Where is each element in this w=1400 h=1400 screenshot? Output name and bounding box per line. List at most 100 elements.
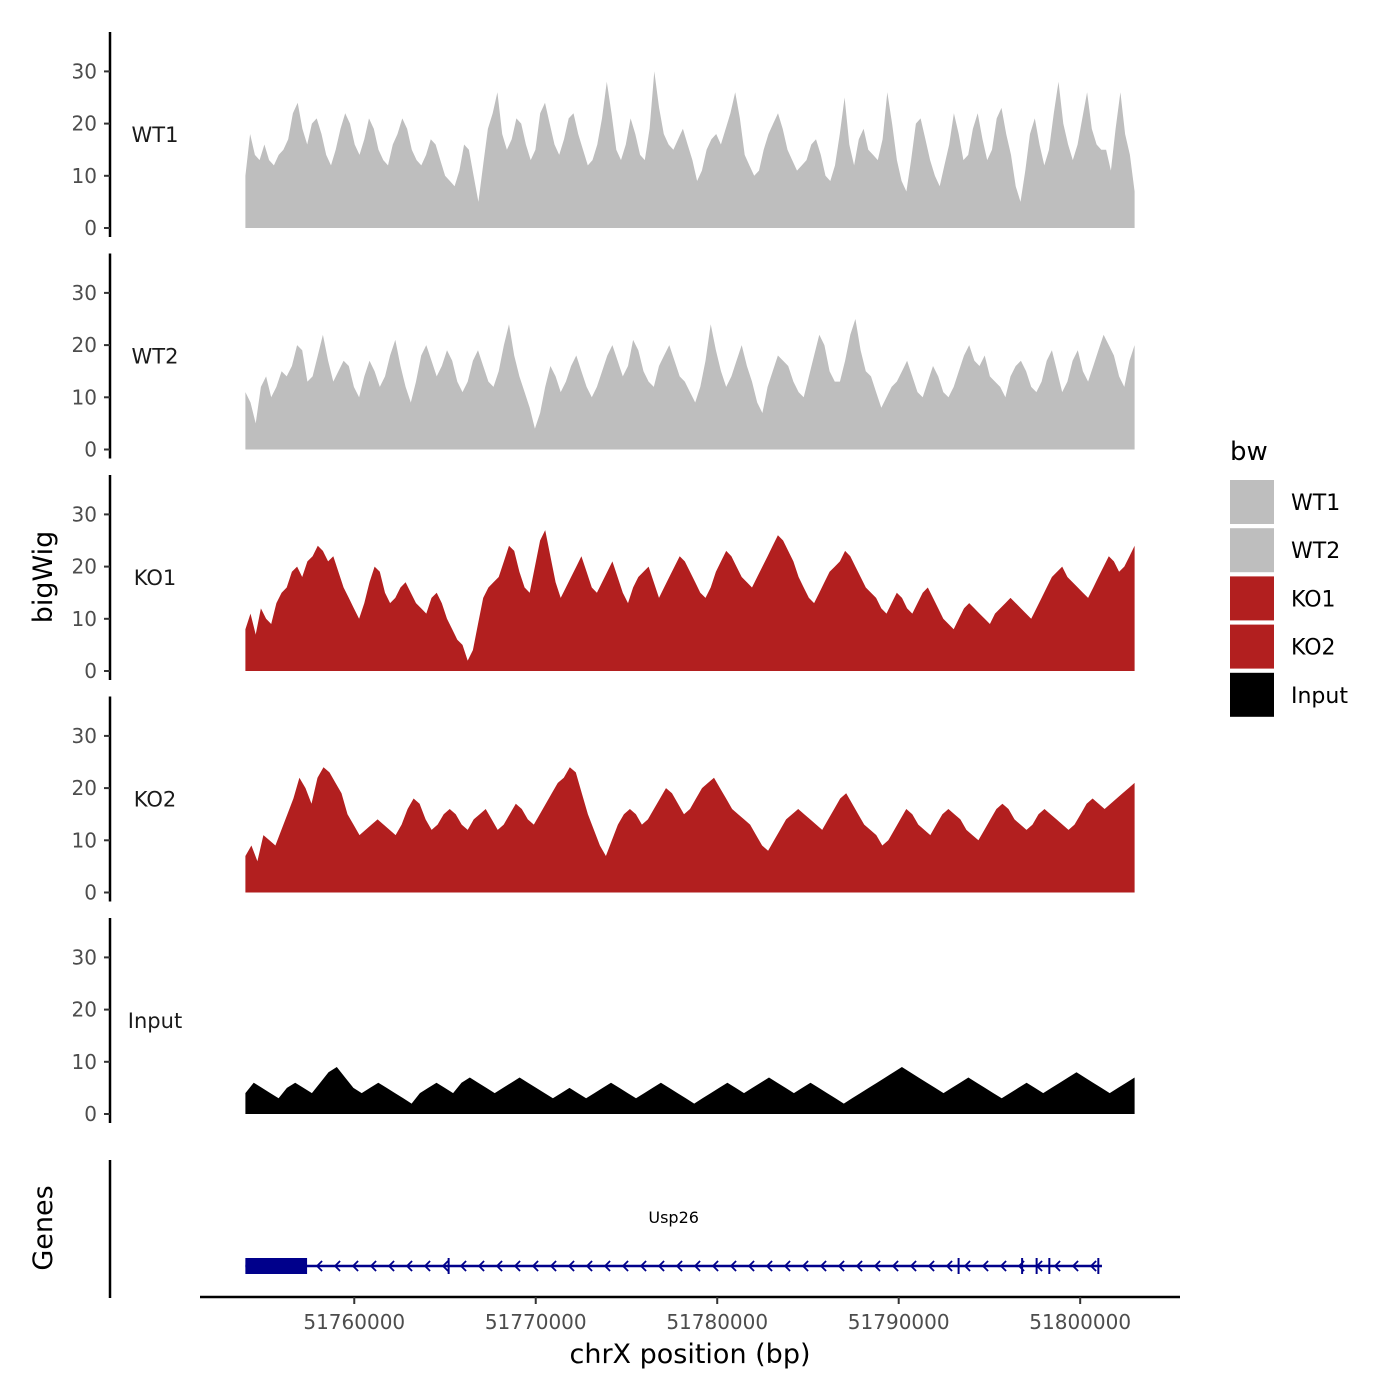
strand-arrow-usp26 bbox=[441, 1260, 449, 1272]
bigwig-tracks: 0 10 20 30 WT1 0 10 20 30 WT2 0 10 20 30 KO1 0 10 20 30 KO2… bbox=[72, 32, 1135, 1126]
y-tick-label-ko2-10: 10 bbox=[72, 828, 97, 852]
legend-label-ko2: KO2 bbox=[1291, 636, 1336, 661]
strand-arrow-usp26 bbox=[1053, 1260, 1061, 1272]
legend-label-wt1: WT1 bbox=[1291, 491, 1340, 516]
track-label-wt1: WT1 bbox=[132, 123, 179, 147]
coverage-area-input bbox=[245, 1067, 1135, 1114]
strand-arrow-usp26 bbox=[855, 1260, 863, 1272]
y-axis-title: bigWig bbox=[28, 531, 59, 624]
x-axis: 51760000 51770000 51780000 51790000 51800000 bbox=[200, 1295, 1180, 1334]
legend: bw WT1 WT2 KO1 KO2 Input bbox=[1230, 437, 1348, 717]
strand-arrow-usp26 bbox=[585, 1260, 593, 1272]
strand-arrow-usp26 bbox=[333, 1260, 341, 1272]
strand-arrow-usp26 bbox=[657, 1260, 665, 1272]
y-tick-label-ko1-30: 30 bbox=[72, 502, 97, 526]
strand-arrow-usp26 bbox=[387, 1260, 395, 1272]
gene-usp26: Usp26 bbox=[245, 1208, 1102, 1274]
track-label-wt2: WT2 bbox=[132, 345, 179, 369]
coverage-area-wt1 bbox=[245, 71, 1135, 229]
strand-arrow-usp26 bbox=[765, 1260, 773, 1272]
y-tick-label-wt2-10: 10 bbox=[72, 385, 97, 409]
track-label-input: Input bbox=[128, 1009, 182, 1033]
y-tick-label-wt1-20: 20 bbox=[72, 112, 97, 136]
strand-arrow-usp26 bbox=[1071, 1260, 1079, 1272]
legend-label-ko1: KO1 bbox=[1291, 587, 1336, 612]
strand-arrow-usp26 bbox=[999, 1260, 1007, 1272]
x-tick-label-51800000: 51800000 bbox=[1029, 1310, 1131, 1334]
coverage-area-ko2 bbox=[245, 767, 1135, 893]
strand-arrow-usp26 bbox=[981, 1260, 989, 1272]
strand-arrow-usp26 bbox=[351, 1260, 359, 1272]
track-ko2: 0 10 20 30 KO2 bbox=[72, 696, 1135, 905]
strand-arrow-usp26 bbox=[513, 1260, 521, 1272]
y-tick-label-input-10: 10 bbox=[72, 1050, 97, 1074]
strand-arrow-usp26 bbox=[945, 1260, 953, 1272]
legend-key-wt1 bbox=[1230, 480, 1274, 524]
x-tick-label-51790000: 51790000 bbox=[848, 1310, 950, 1334]
legend-label-wt2: WT2 bbox=[1291, 539, 1340, 564]
y-tick-label-wt1-30: 30 bbox=[72, 59, 97, 83]
strand-arrow-usp26 bbox=[315, 1260, 323, 1272]
legend-label-input: Input bbox=[1291, 684, 1348, 709]
track-label-ko2: KO2 bbox=[134, 788, 177, 812]
x-axis-title: chrX position (bp) bbox=[569, 1339, 810, 1370]
strand-arrow-usp26 bbox=[909, 1260, 917, 1272]
strand-arrow-usp26 bbox=[891, 1260, 899, 1272]
legend-key-input bbox=[1230, 672, 1274, 717]
genes-axis-title: Genes bbox=[28, 1185, 59, 1270]
track-label-ko1: KO1 bbox=[134, 566, 177, 590]
strand-arrow-usp26 bbox=[405, 1260, 413, 1272]
strand-arrow-usp26 bbox=[711, 1260, 719, 1272]
strand-arrow-usp26 bbox=[873, 1260, 881, 1272]
strand-arrow-usp26 bbox=[927, 1260, 935, 1272]
coverage-area-ko1 bbox=[245, 530, 1135, 671]
gene-label-usp26: Usp26 bbox=[648, 1208, 699, 1227]
y-tick-label-ko1-10: 10 bbox=[72, 607, 97, 631]
strand-arrow-usp26 bbox=[459, 1260, 467, 1272]
strand-arrow-usp26 bbox=[477, 1260, 485, 1272]
strand-arrow-usp26 bbox=[621, 1260, 629, 1272]
y-tick-label-ko1-20: 20 bbox=[72, 555, 97, 579]
track-input: 0 10 20 30 Input bbox=[72, 918, 1135, 1126]
y-tick-label-ko2-20: 20 bbox=[72, 776, 97, 800]
y-tick-label-wt2-20: 20 bbox=[72, 333, 97, 357]
strand-arrow-usp26 bbox=[675, 1260, 683, 1272]
strand-arrow-usp26 bbox=[495, 1260, 503, 1272]
legend-key-ko2 bbox=[1230, 624, 1274, 669]
y-tick-label-wt2-30: 30 bbox=[72, 281, 97, 305]
y-tick-label-ko2-30: 30 bbox=[72, 724, 97, 748]
strand-arrow-usp26 bbox=[819, 1260, 827, 1272]
y-tick-label-input-30: 30 bbox=[72, 945, 97, 969]
strand-arrow-usp26 bbox=[801, 1260, 809, 1272]
strand-arrow-usp26 bbox=[369, 1260, 377, 1272]
y-tick-label-ko2-0: 0 bbox=[84, 881, 97, 905]
track-wt2: 0 10 20 30 WT2 bbox=[72, 253, 1135, 462]
strand-arrow-usp26 bbox=[783, 1260, 791, 1272]
x-tick-label-51770000: 51770000 bbox=[485, 1310, 587, 1334]
coverage-area-wt2 bbox=[245, 319, 1135, 450]
x-tick-label-51760000: 51760000 bbox=[303, 1310, 405, 1334]
y-tick-label-wt1-0: 0 bbox=[84, 216, 97, 240]
genes-track: Usp26 bbox=[108, 1160, 1102, 1298]
strand-arrow-usp26 bbox=[1017, 1260, 1025, 1272]
y-tick-label-wt1-10: 10 bbox=[72, 164, 97, 188]
legend-key-wt2 bbox=[1230, 528, 1274, 573]
strand-arrow-usp26 bbox=[747, 1260, 755, 1272]
x-tick-label-51780000: 51780000 bbox=[666, 1310, 768, 1334]
legend-title: bw bbox=[1230, 437, 1268, 467]
legend-key-ko1 bbox=[1230, 576, 1274, 621]
strand-arrow-usp26 bbox=[963, 1260, 971, 1272]
gene-thick-exon-usp26 bbox=[245, 1258, 308, 1274]
strand-arrow-usp26 bbox=[639, 1260, 647, 1272]
strand-arrow-usp26 bbox=[837, 1260, 845, 1272]
strand-arrow-usp26 bbox=[729, 1260, 737, 1272]
track-wt1: 0 10 20 30 WT1 bbox=[72, 32, 1135, 240]
strand-arrow-usp26 bbox=[603, 1260, 611, 1272]
strand-arrow-usp26 bbox=[423, 1260, 431, 1272]
strand-arrow-usp26 bbox=[1089, 1260, 1097, 1272]
y-tick-label-input-0: 0 bbox=[84, 1102, 97, 1126]
y-tick-label-wt2-0: 0 bbox=[84, 438, 97, 462]
strand-arrow-usp26 bbox=[549, 1260, 557, 1272]
strand-arrow-usp26 bbox=[693, 1260, 701, 1272]
